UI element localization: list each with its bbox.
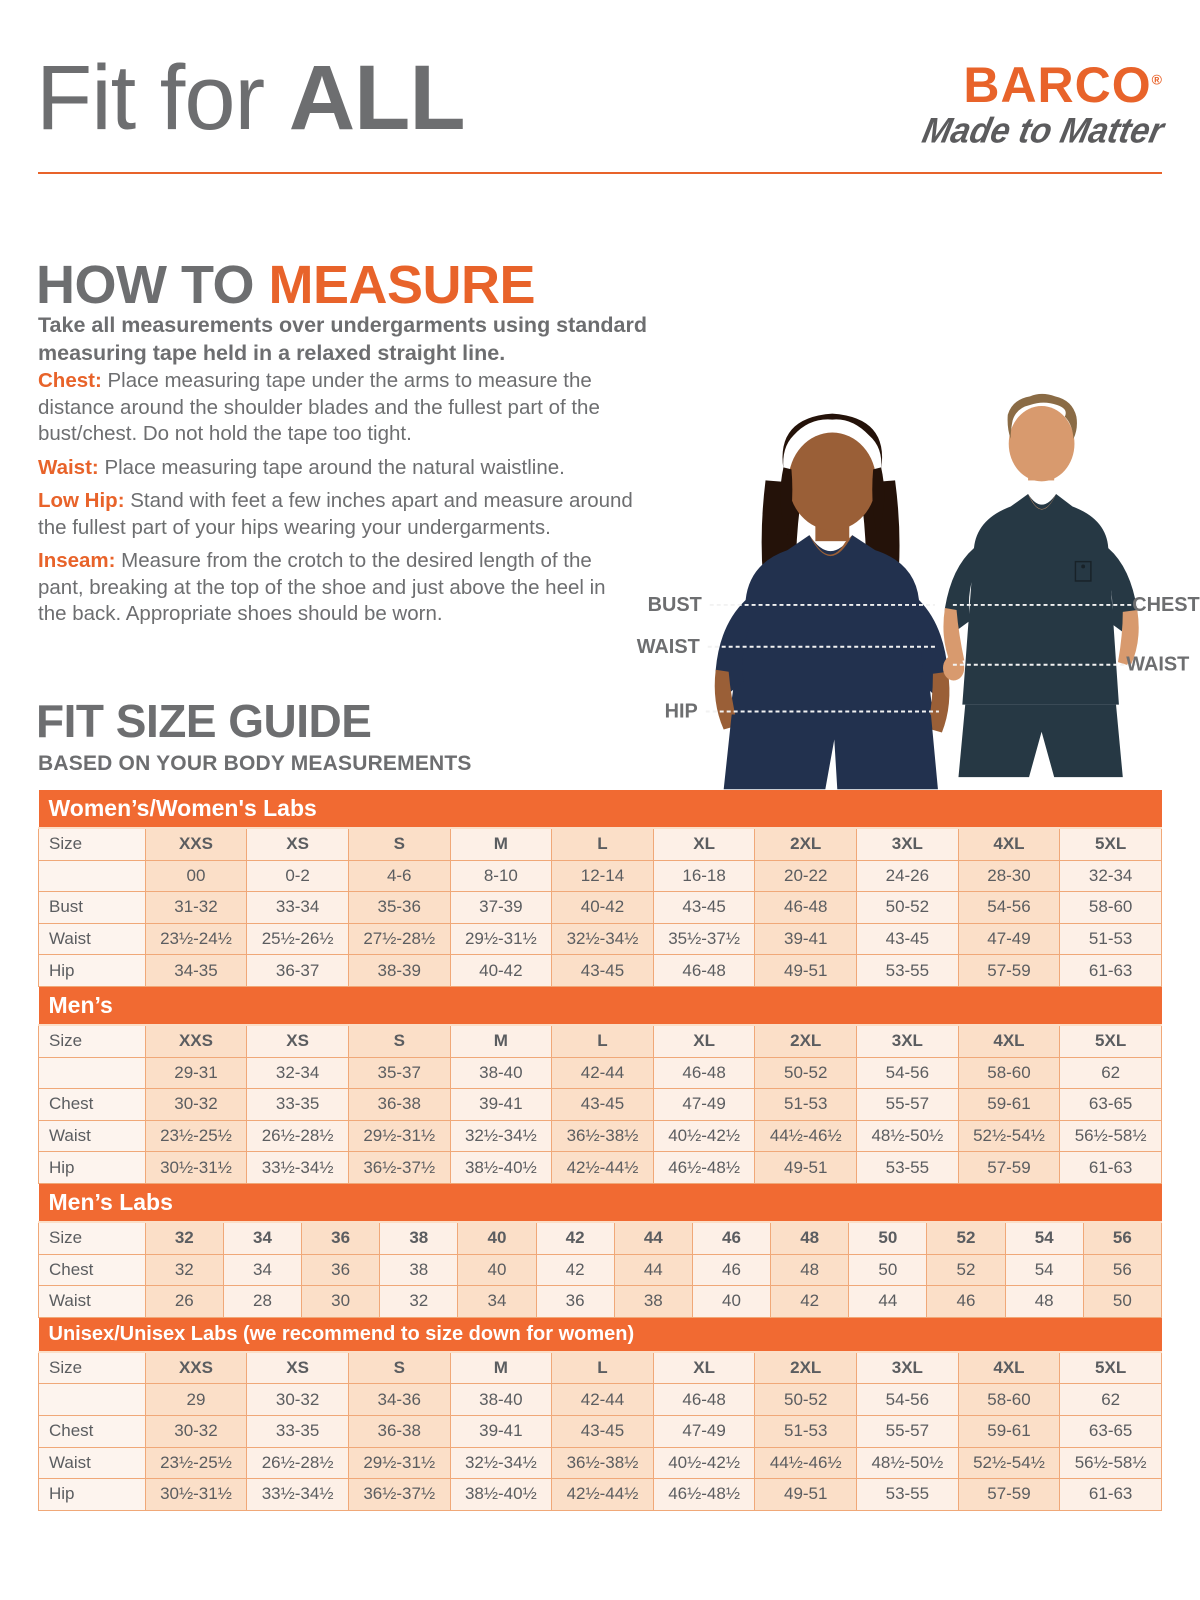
svg-text:CHEST: CHEST bbox=[1132, 594, 1199, 616]
svg-text:HIP: HIP bbox=[665, 701, 698, 723]
svg-text:BUST: BUST bbox=[648, 594, 702, 616]
svg-text:WAIST: WAIST bbox=[1126, 654, 1189, 676]
svg-text:WAIST: WAIST bbox=[637, 636, 700, 658]
